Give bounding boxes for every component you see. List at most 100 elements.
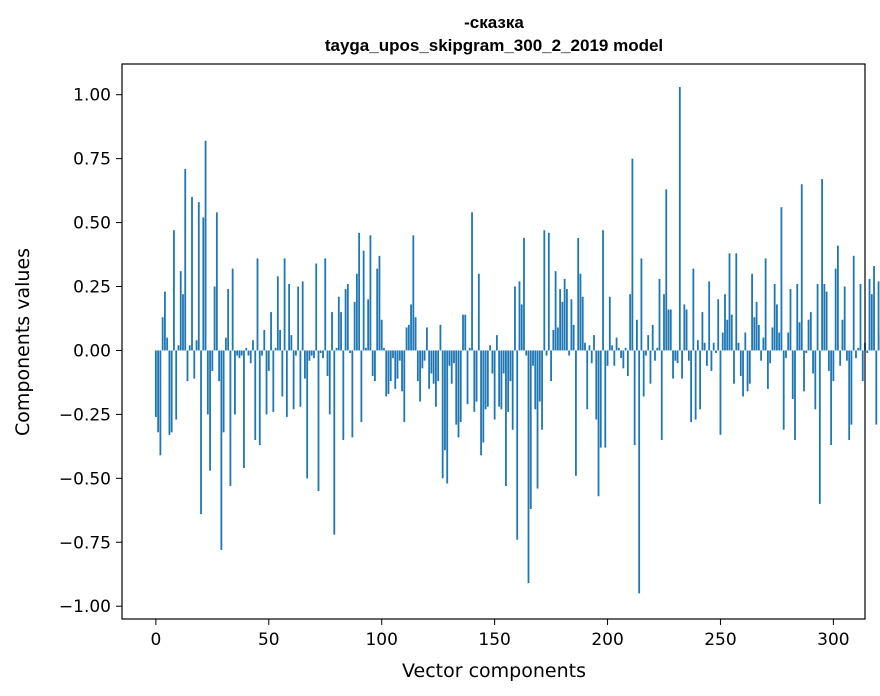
bar <box>222 350 225 433</box>
bar <box>401 350 403 392</box>
bar <box>204 140 207 351</box>
bar <box>579 273 582 351</box>
bar <box>256 258 259 351</box>
bar <box>649 350 652 384</box>
bar <box>877 281 880 351</box>
y-axis-ticks: −1.00 −0.75 −0.50 −0.25 0.00 0.25 0.50 0.75 1.00 <box>59 86 122 617</box>
bar <box>563 278 566 351</box>
bar <box>672 350 674 379</box>
bar <box>367 299 370 351</box>
bar <box>383 347 385 351</box>
x-axis-label: Vector components <box>402 660 586 682</box>
bar <box>556 327 559 351</box>
bar <box>283 258 286 351</box>
bar <box>645 350 647 356</box>
bar <box>173 230 175 351</box>
bar <box>816 283 819 351</box>
bar <box>717 299 720 351</box>
bar <box>475 350 478 402</box>
bar <box>238 350 241 359</box>
bar <box>482 350 485 443</box>
bar <box>428 350 431 389</box>
bar <box>301 281 304 351</box>
bar <box>818 350 821 504</box>
bar <box>764 258 767 351</box>
bar <box>502 350 505 374</box>
bar <box>615 337 618 351</box>
bar <box>678 87 681 351</box>
bar <box>396 350 399 379</box>
bar <box>651 324 654 351</box>
bar <box>776 304 778 351</box>
bar <box>708 281 711 351</box>
bar <box>832 350 835 382</box>
bar <box>340 312 342 351</box>
bar <box>536 350 539 489</box>
bar <box>640 258 643 351</box>
bar <box>721 332 724 351</box>
bar <box>191 196 193 351</box>
bar <box>371 350 374 377</box>
bar <box>848 350 851 440</box>
bar <box>827 350 830 371</box>
bar <box>534 350 537 410</box>
bar <box>202 217 205 351</box>
bar <box>719 350 722 435</box>
bar <box>170 350 173 433</box>
bar <box>267 350 270 371</box>
bar <box>581 296 584 351</box>
y-tick-label: −0.25 <box>59 405 111 425</box>
bar <box>803 350 805 392</box>
bar <box>516 350 519 540</box>
bar <box>335 347 338 351</box>
y-axis-label: Components values <box>12 248 34 436</box>
bar <box>313 350 315 359</box>
bar <box>608 296 611 351</box>
bar <box>712 342 715 351</box>
bar <box>279 329 281 351</box>
bar <box>794 350 796 440</box>
bar <box>796 283 799 351</box>
bar <box>674 350 677 361</box>
bar <box>638 350 641 594</box>
bar <box>398 350 401 361</box>
bar <box>873 266 875 351</box>
bar <box>565 289 568 351</box>
bar <box>850 350 853 425</box>
chart-subtitle: tayga_upos_skipgram_300_2_2019 model <box>325 36 663 55</box>
bar <box>760 350 763 361</box>
bar <box>647 335 650 351</box>
bar <box>392 350 394 359</box>
bar <box>175 350 178 420</box>
bar <box>547 232 550 351</box>
bar <box>520 304 523 351</box>
bar <box>441 350 444 479</box>
y-tick-label: 0.75 <box>73 150 111 170</box>
bar <box>297 286 300 351</box>
bar <box>358 232 361 351</box>
bar <box>446 350 449 484</box>
bar <box>308 350 311 361</box>
bar <box>206 350 209 415</box>
bar <box>839 350 842 366</box>
bar <box>543 230 546 351</box>
bar <box>746 350 749 392</box>
bar <box>642 350 645 397</box>
x-tick-label: 50 <box>258 630 280 650</box>
bar <box>419 350 422 402</box>
bar <box>315 263 318 351</box>
bar <box>545 350 548 356</box>
bar <box>385 350 388 397</box>
bar <box>337 296 340 351</box>
bar <box>161 317 164 351</box>
bar <box>498 350 501 407</box>
bar <box>710 350 713 371</box>
bar <box>240 350 243 356</box>
bar <box>518 281 521 351</box>
bar <box>333 350 336 535</box>
bar <box>276 276 279 351</box>
bar <box>766 350 769 389</box>
bar <box>791 350 794 400</box>
bar <box>606 350 609 366</box>
bar <box>168 350 171 435</box>
